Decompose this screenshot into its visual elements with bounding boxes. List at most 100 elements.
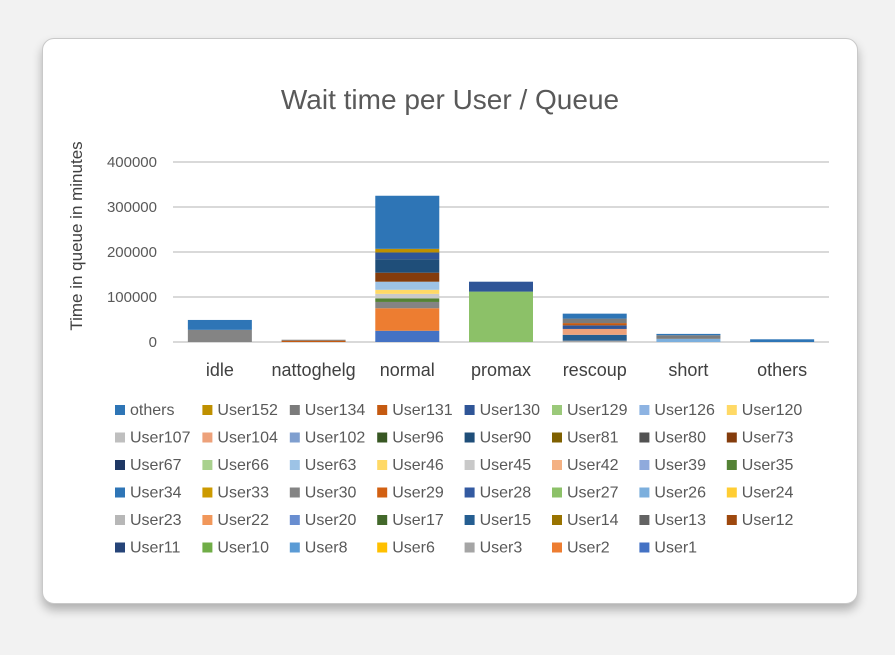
bar-segment (656, 335, 721, 339)
legend-label: User17 (392, 512, 444, 529)
legend-item: User80 (639, 430, 706, 447)
legend-item: User26 (639, 485, 706, 502)
legend-swatch (464, 432, 475, 443)
legend-swatch (726, 487, 737, 498)
legend-item: User11 (115, 540, 180, 557)
legend-swatch (464, 515, 475, 525)
legend-label: User13 (654, 512, 706, 529)
legend-label: User66 (217, 457, 269, 474)
legend-swatch (639, 542, 650, 553)
legend-label: User130 (480, 402, 541, 419)
bar-segment (375, 195, 440, 249)
legend-swatch (202, 432, 213, 443)
legend-swatch (289, 405, 300, 415)
legend-item: User10 (202, 540, 269, 557)
legend-item: User152 (202, 402, 278, 419)
legend-swatch (377, 487, 388, 498)
legend-swatch (639, 515, 650, 525)
legend-label: User33 (217, 485, 269, 502)
legend-item: User13 (639, 512, 706, 529)
y-tick-labels: 0 100000 200000 300000 400000 (107, 154, 157, 351)
bar-segment (562, 334, 627, 341)
legend-label: User126 (654, 402, 715, 419)
legend-swatch (726, 515, 737, 525)
bar-segment (656, 333, 721, 336)
y-tick-label: 0 (149, 334, 157, 351)
legend-item: User6 (377, 540, 435, 557)
legend-label: User39 (654, 457, 706, 474)
legend-label: User63 (305, 457, 357, 474)
legend-label: User96 (392, 430, 444, 447)
legend-item: User129 (552, 402, 628, 419)
legend-label: User80 (654, 430, 706, 447)
legend-swatch (464, 542, 475, 553)
category-label: nattoghelg (272, 360, 356, 380)
legend-swatch (115, 460, 125, 470)
legend-label: User22 (217, 512, 269, 529)
legend-label: User152 (217, 402, 278, 419)
legend-label: User73 (742, 430, 794, 447)
legend-item: User46 (377, 457, 444, 474)
legend-item: User30 (289, 485, 357, 502)
legend-item: User107 (115, 430, 191, 447)
legend-swatch (552, 515, 562, 525)
legend-swatch (726, 405, 737, 415)
legend-swatch (726, 432, 737, 443)
bar-segment (187, 319, 252, 330)
bar-segment (375, 298, 440, 302)
legend-item: User120 (726, 402, 802, 419)
bar-segment (375, 248, 440, 253)
legend-swatch (115, 432, 125, 443)
legend-item: User39 (639, 457, 706, 474)
legend-swatch (464, 405, 475, 415)
y-tick-label: 200000 (107, 244, 157, 261)
legend-swatch (202, 542, 213, 553)
legend-swatch (377, 460, 388, 470)
category-label: normal (380, 360, 435, 380)
bar-segment (562, 328, 627, 335)
legend-item: User12 (726, 512, 793, 529)
legend-label: User81 (567, 430, 619, 447)
legend-label: User24 (742, 485, 794, 502)
bar-segment (562, 318, 627, 324)
legend-label: User10 (217, 540, 269, 557)
legend-label: User1 (654, 540, 697, 557)
legend-label: User42 (567, 457, 619, 474)
legend-item: User131 (377, 402, 453, 419)
y-tick-label: 100000 (107, 289, 157, 306)
legend-item: User29 (377, 485, 444, 502)
legend-label: User30 (305, 485, 357, 502)
legend-swatch (552, 542, 562, 553)
legend-item: User90 (464, 430, 532, 447)
legend-label: User8 (305, 540, 348, 557)
legend-swatch (639, 460, 650, 470)
bar-segment (562, 323, 627, 326)
legend-item: User24 (726, 485, 794, 502)
category-labels: idle nattoghelg normal promax rescoup short ot… (206, 360, 807, 380)
legend-item: User104 (202, 430, 278, 447)
legend-item: User3 (464, 540, 522, 557)
legend-swatch (726, 460, 737, 470)
legend-swatch (289, 542, 300, 553)
legend-swatch (289, 460, 300, 470)
bar-segment (375, 272, 440, 282)
legend-label: User107 (130, 430, 191, 447)
bar-segment (375, 308, 440, 331)
legend-item: User63 (289, 457, 357, 474)
legend-label: User29 (392, 485, 444, 502)
legend-swatch (377, 515, 388, 525)
legend-swatch (115, 487, 125, 498)
legend-item: User35 (726, 457, 793, 474)
legend-item: User96 (377, 430, 444, 447)
legend-label: User102 (305, 430, 366, 447)
y-axis-label: Time in queue in minutes (67, 141, 86, 330)
legend-item: User81 (552, 430, 619, 447)
bar-segment (375, 330, 440, 342)
legend-item: User28 (464, 485, 531, 502)
bar-segment (469, 281, 533, 292)
chart-card: Wait time per User / Queue Time in queue… (42, 38, 858, 604)
legend-label: User104 (217, 430, 278, 447)
category-label: idle (206, 360, 234, 380)
bar-segment (187, 329, 252, 342)
legend-label: User90 (480, 430, 532, 447)
